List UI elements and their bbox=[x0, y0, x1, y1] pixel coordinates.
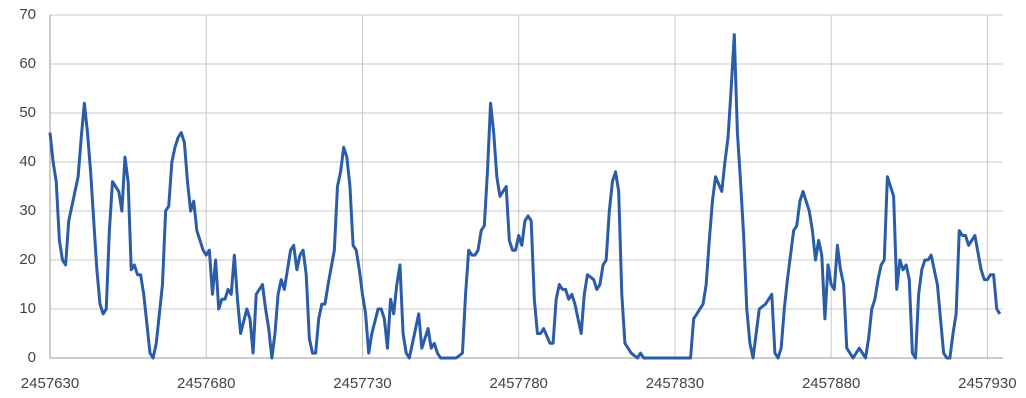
y-tick-label: 40 bbox=[19, 153, 36, 170]
y-tick-label: 60 bbox=[19, 55, 36, 72]
x-tick-label: 2457830 bbox=[646, 375, 704, 392]
y-tick-label: 10 bbox=[19, 300, 36, 317]
data-line bbox=[48, 33, 1002, 360]
y-tick-label: 0 bbox=[28, 349, 36, 366]
x-tick-label: 2457630 bbox=[21, 375, 79, 392]
y-tick-label: 70 bbox=[19, 6, 36, 23]
y-tick-label: 20 bbox=[19, 251, 36, 268]
x-tick-label: 2457780 bbox=[489, 375, 547, 392]
y-tick-label: 30 bbox=[19, 202, 36, 219]
x-tick-label: 2457680 bbox=[177, 375, 235, 392]
y-tick-label: 50 bbox=[19, 104, 36, 121]
x-tick-label: 2457730 bbox=[333, 375, 391, 392]
x-tick-label: 2457880 bbox=[802, 375, 860, 392]
x-tick-label: 2457930 bbox=[958, 375, 1016, 392]
